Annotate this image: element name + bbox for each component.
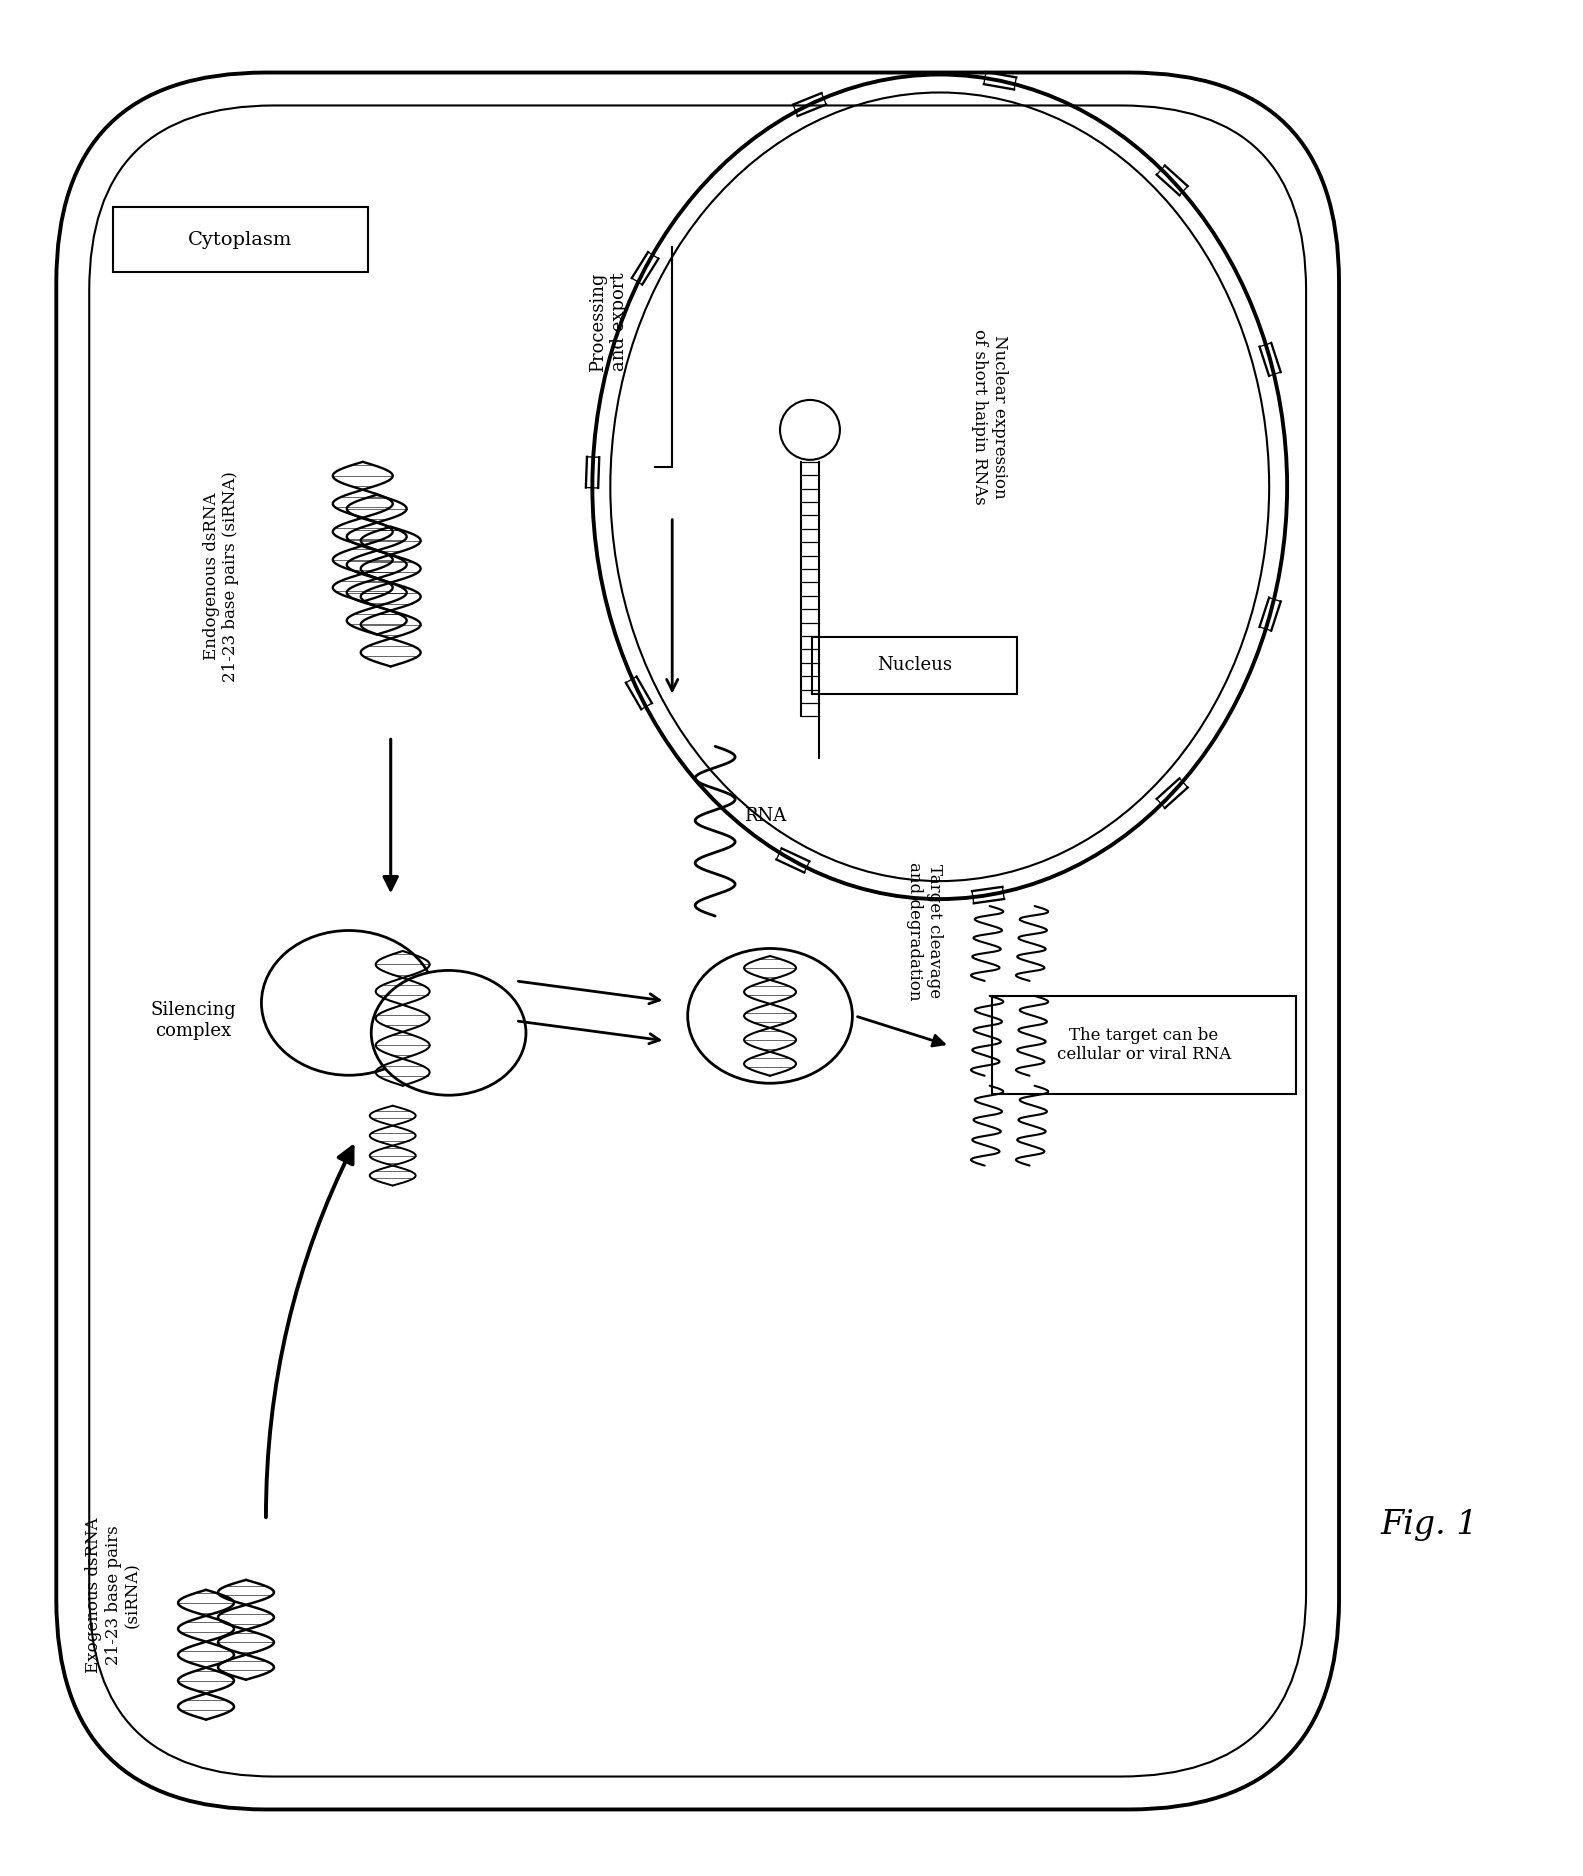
Text: Processing
and export: Processing and export (589, 272, 628, 371)
Text: Nuclear expression
of short haipin RNAs: Nuclear expression of short haipin RNAs (972, 328, 1008, 505)
Text: Exogenous dsRNA
21-23 base pairs
(siRNA): Exogenous dsRNA 21-23 base pairs (siRNA) (85, 1518, 141, 1673)
Ellipse shape (687, 949, 852, 1082)
FancyBboxPatch shape (812, 636, 1016, 694)
Ellipse shape (261, 930, 437, 1075)
Text: Fig. 1: Fig. 1 (1380, 1508, 1477, 1540)
Text: Silencing
complex: Silencing complex (150, 1002, 236, 1041)
Text: Cytoplasm: Cytoplasm (188, 231, 293, 250)
Text: Endogenous dsRNA
21-23 base pairs (siRNA): Endogenous dsRNA 21-23 base pairs (siRNA… (203, 471, 239, 683)
FancyBboxPatch shape (114, 206, 367, 272)
Ellipse shape (372, 970, 526, 1096)
Text: Target cleavage
and degradation: Target cleavage and degradation (907, 861, 943, 1000)
FancyBboxPatch shape (991, 996, 1296, 1094)
Text: The target can be
cellular or viral RNA: The target can be cellular or viral RNA (1057, 1026, 1232, 1064)
Text: Nucleus: Nucleus (877, 657, 951, 675)
Text: RNA: RNA (744, 807, 787, 825)
